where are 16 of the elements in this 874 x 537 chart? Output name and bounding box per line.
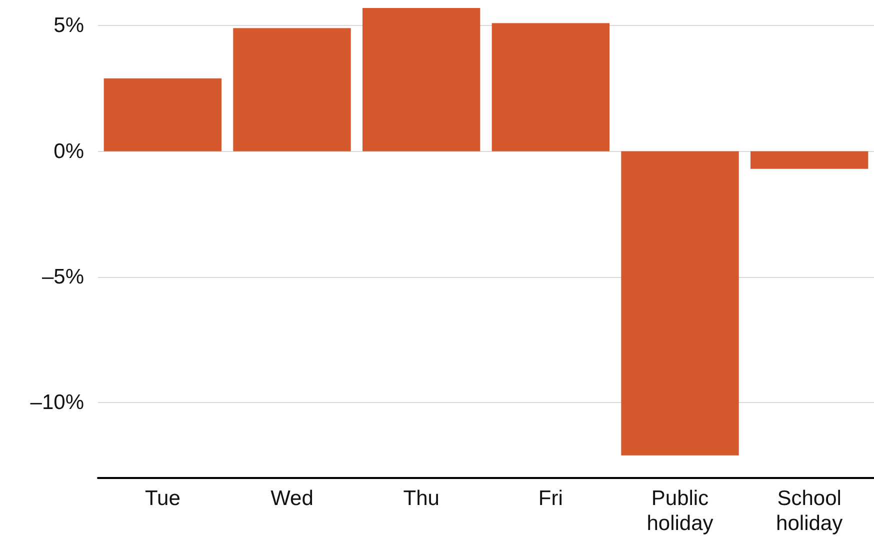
y-tick-label: 5% (54, 14, 84, 38)
bar (233, 28, 351, 152)
y-tick-label: 0% (54, 140, 84, 163)
x-tick-label: Wed (270, 487, 314, 510)
x-tick-label: Public holiday (646, 487, 714, 535)
x-tick-label: Thu (403, 487, 440, 510)
bar (362, 8, 480, 152)
y-tick-label: –5% (42, 265, 84, 288)
x-tick-label: Fri (538, 487, 563, 510)
y-tick-label: –10% (30, 391, 84, 414)
bar (621, 151, 739, 456)
bar (104, 78, 222, 152)
bar (492, 23, 610, 152)
x-tick-label: School holiday (776, 487, 844, 535)
x-tick-label: Tue (144, 487, 180, 510)
bar (750, 151, 868, 169)
